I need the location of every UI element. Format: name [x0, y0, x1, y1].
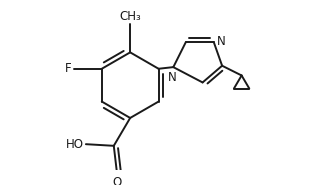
Text: CH₃: CH₃ [119, 11, 141, 23]
Text: O: O [112, 176, 122, 185]
Text: HO: HO [66, 138, 84, 151]
Text: N: N [168, 71, 177, 84]
Text: N: N [217, 35, 226, 48]
Text: F: F [65, 62, 72, 75]
